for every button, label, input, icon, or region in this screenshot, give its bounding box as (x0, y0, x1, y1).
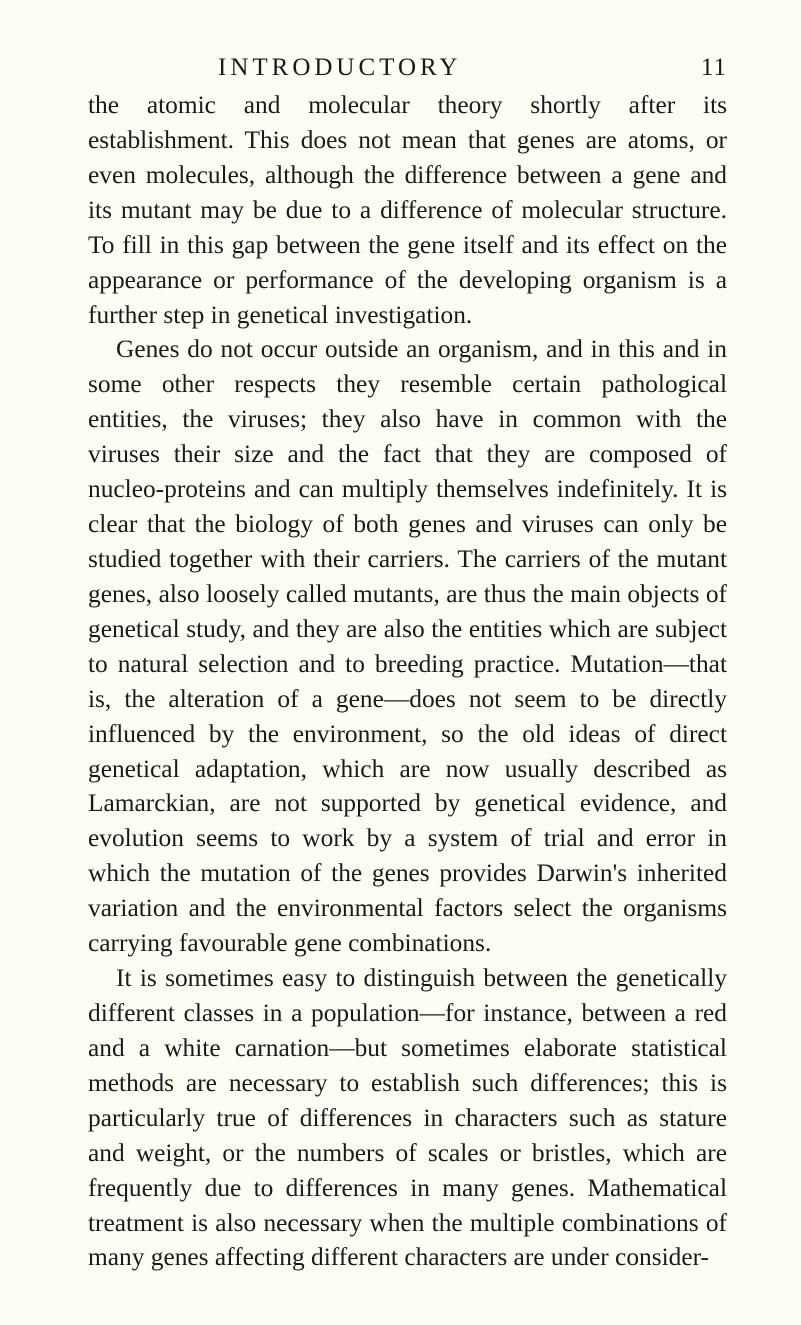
page-number: 11 (701, 54, 727, 82)
paragraph: the atomic and molecular theory shortly … (88, 88, 727, 332)
paragraph: Genes do not occur outside an organism, … (88, 332, 727, 961)
chapter-title: INTRODUCTORY (218, 54, 461, 82)
body-text-container: the atomic and molecular theory shortly … (88, 88, 727, 1275)
paragraph: It is sometimes easy to distinguish betw… (88, 961, 727, 1275)
page-header: INTRODUCTORY 11 (88, 54, 727, 82)
